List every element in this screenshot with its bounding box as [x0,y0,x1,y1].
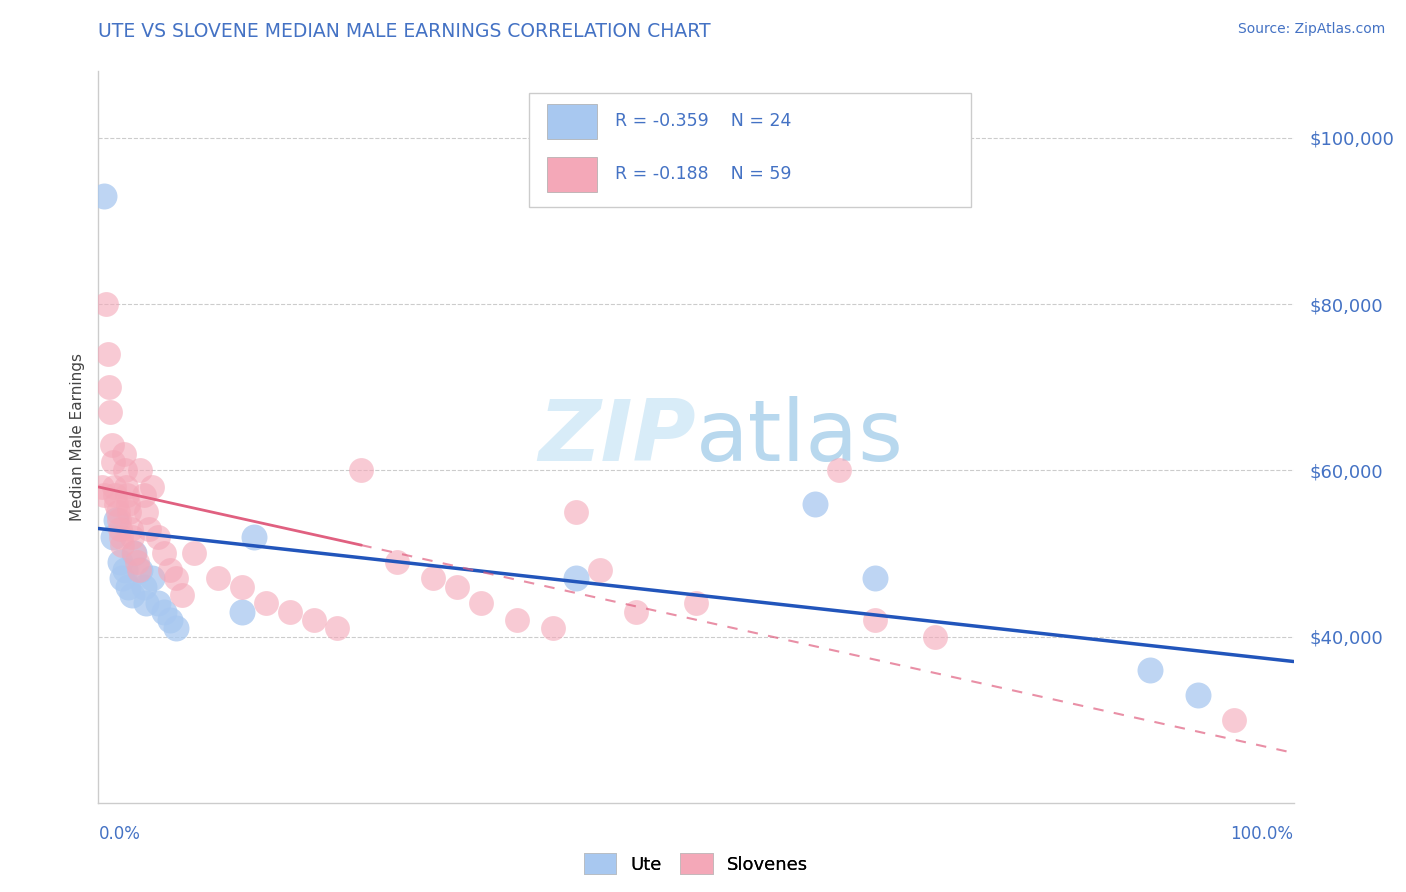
FancyBboxPatch shape [547,157,596,192]
Point [135,505,157,519]
Point [124,546,146,560]
Point [101,455,124,469]
Text: R = -0.188    N = 59: R = -0.188 N = 59 [614,165,792,183]
Point [385,555,409,569]
Point [254,596,277,610]
Point [108,521,131,535]
Point [97,347,120,361]
Point [1222,713,1246,727]
Text: UTE VS SLOVENE MEDIAN MALE EARNINGS CORRELATION CHART: UTE VS SLOVENE MEDIAN MALE EARNINGS CORR… [98,22,711,41]
Point [94,297,117,311]
Text: 100.0%: 100.0% [1230,825,1294,843]
Point [111,538,134,552]
Point [115,480,138,494]
Text: Source: ZipAtlas.com: Source: ZipAtlas.com [1237,22,1385,37]
Point [118,505,141,519]
Point [624,605,647,619]
Point [828,463,851,477]
Point [506,613,529,627]
Point [165,571,187,585]
Point [165,621,187,635]
FancyBboxPatch shape [547,103,596,138]
Point [326,621,349,635]
Point [107,505,129,519]
Point [128,563,150,577]
Point [231,605,253,619]
Point [141,480,163,494]
Point [93,488,115,502]
Point [863,613,886,627]
Point [924,630,946,644]
Point [565,571,588,585]
Point [105,497,128,511]
Point [120,521,142,535]
Point [108,555,131,569]
Point [117,580,139,594]
Text: 0.0%: 0.0% [98,825,141,843]
Point [422,571,444,585]
Point [107,513,129,527]
Point [129,463,152,477]
Point [114,563,136,577]
Point [159,613,181,627]
Point [132,580,155,594]
Point [685,596,707,610]
Point [153,605,176,619]
Legend: Ute, Slovenes: Ute, Slovenes [576,847,815,881]
Point [138,521,160,535]
Point [93,189,115,203]
Point [104,488,127,502]
Point [278,605,301,619]
Point [470,596,492,610]
Point [243,530,266,544]
Point [446,580,468,594]
Point [115,488,138,502]
Point [350,463,373,477]
Point [103,480,125,494]
Point [302,613,325,627]
Y-axis label: Median Male Earnings: Median Male Earnings [69,353,84,521]
Point [98,405,122,419]
Point [148,530,170,544]
Point [129,563,152,577]
Point [121,588,143,602]
Point [541,621,564,635]
Point [804,497,827,511]
Point [110,530,132,544]
Point [1139,663,1161,677]
Point [112,447,135,461]
Point [132,488,155,502]
Point [98,380,121,394]
Point [148,596,170,610]
Point [863,571,886,585]
Point [91,480,114,494]
Point [231,580,253,594]
Text: R = -0.359    N = 24: R = -0.359 N = 24 [614,112,792,130]
Point [153,546,176,560]
FancyBboxPatch shape [529,94,970,207]
Point [565,505,588,519]
Point [101,530,124,544]
Point [589,563,612,577]
Point [172,588,194,602]
Point [125,555,148,569]
Point [1187,688,1209,702]
Point [111,571,134,585]
Point [141,571,163,585]
Point [105,513,128,527]
Point [159,563,181,577]
Point [135,596,157,610]
Point [117,497,139,511]
Point [100,438,122,452]
Point [124,546,146,560]
Point [121,530,143,544]
Point [183,546,205,560]
Point [207,571,229,585]
Point [114,463,136,477]
Text: atlas: atlas [696,395,904,479]
Text: ZIP: ZIP [538,395,696,479]
